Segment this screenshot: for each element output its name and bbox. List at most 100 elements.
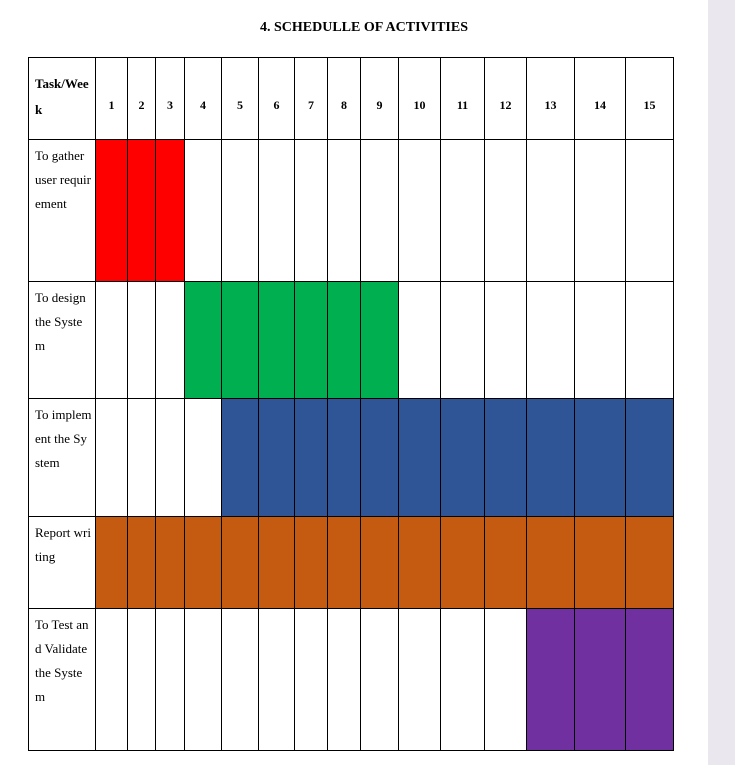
schedule-bar-cell — [259, 399, 295, 517]
schedule-empty-cell — [575, 282, 626, 399]
week-header: 7 — [295, 58, 328, 140]
schedule-bar-cell — [441, 399, 485, 517]
schedule-empty-cell — [222, 140, 259, 282]
schedule-empty-cell — [128, 399, 156, 517]
schedule-empty-cell — [626, 140, 674, 282]
task-label: To design the System — [29, 282, 96, 399]
week-header: 6 — [259, 58, 295, 140]
schedule-bar-cell — [626, 609, 674, 751]
schedule-bar-cell — [156, 140, 185, 282]
schedule-empty-cell — [96, 282, 128, 399]
schedule-bar-cell — [185, 517, 222, 609]
schedule-bar-cell — [328, 282, 361, 399]
schedule-bar-cell — [328, 517, 361, 609]
week-header: 2 — [128, 58, 156, 140]
schedule-bar-cell — [485, 517, 527, 609]
schedule-bar-cell — [295, 517, 328, 609]
schedule-bar-cell — [128, 517, 156, 609]
schedule-bar-cell — [361, 399, 399, 517]
schedule-bar-cell — [295, 399, 328, 517]
schedule-bar-cell — [626, 399, 674, 517]
schedule-bar-cell — [527, 609, 575, 751]
schedule-empty-cell — [128, 282, 156, 399]
schedule-bar-cell — [222, 517, 259, 609]
schedule-bar-cell — [328, 399, 361, 517]
schedule-bar-cell — [96, 517, 128, 609]
schedule-empty-cell — [185, 140, 222, 282]
schedule-bar-cell — [399, 399, 441, 517]
schedule-empty-cell — [441, 282, 485, 399]
schedule-empty-cell — [361, 609, 399, 751]
schedule-bar-cell — [222, 399, 259, 517]
schedule-bar-cell — [575, 399, 626, 517]
schedule-empty-cell — [485, 609, 527, 751]
schedule-empty-cell — [527, 282, 575, 399]
schedule-bar-cell — [295, 282, 328, 399]
week-header: 8 — [328, 58, 361, 140]
week-header: 14 — [575, 58, 626, 140]
schedule-empty-cell — [185, 399, 222, 517]
schedule-empty-cell — [399, 609, 441, 751]
schedule-empty-cell — [441, 140, 485, 282]
week-header: 9 — [361, 58, 399, 140]
week-header: 12 — [485, 58, 527, 140]
schedule-bar-cell — [626, 517, 674, 609]
schedule-empty-cell — [485, 282, 527, 399]
schedule-empty-cell — [128, 609, 156, 751]
task-label: To gather user requirement — [29, 140, 96, 282]
schedule-bar-cell — [222, 282, 259, 399]
schedule-bar-cell — [128, 140, 156, 282]
schedule-empty-cell — [295, 609, 328, 751]
schedule-bar-cell — [527, 517, 575, 609]
week-header: 3 — [156, 58, 185, 140]
week-header: 1 — [96, 58, 128, 140]
schedule-empty-cell — [328, 140, 361, 282]
schedule-empty-cell — [156, 609, 185, 751]
schedule-empty-cell — [575, 140, 626, 282]
schedule-empty-cell — [626, 282, 674, 399]
week-header: 5 — [222, 58, 259, 140]
schedule-bar-cell — [399, 517, 441, 609]
week-header: 15 — [626, 58, 674, 140]
schedule-bar-cell — [361, 517, 399, 609]
schedule-table: Task/Week 1 2 3 4 5 6 7 8 9 10 11 12 13 14 15 To gather … — [28, 57, 674, 751]
task-label: To Test and Validate the System — [29, 609, 96, 751]
schedule-bar-cell — [575, 609, 626, 751]
task-label: To implement the System — [29, 399, 96, 517]
schedule-bar-cell — [259, 517, 295, 609]
schedule-empty-cell — [295, 140, 328, 282]
schedule-empty-cell — [156, 399, 185, 517]
schedule-bar-cell — [156, 517, 185, 609]
schedule-empty-cell — [485, 140, 527, 282]
schedule-bar-cell — [185, 282, 222, 399]
task-label: Report writing — [29, 517, 96, 609]
schedule-empty-cell — [527, 140, 575, 282]
schedule-empty-cell — [96, 399, 128, 517]
schedule-empty-cell — [399, 282, 441, 399]
schedule-empty-cell — [399, 140, 441, 282]
week-header: 4 — [185, 58, 222, 140]
schedule-bar-cell — [575, 517, 626, 609]
schedule-bar-cell — [441, 517, 485, 609]
schedule-empty-cell — [328, 609, 361, 751]
schedule-bar-cell — [527, 399, 575, 517]
schedule-empty-cell — [361, 140, 399, 282]
schedule-empty-cell — [222, 609, 259, 751]
schedule-bar-cell — [96, 140, 128, 282]
schedule-bar-cell — [485, 399, 527, 517]
schedule-empty-cell — [156, 282, 185, 399]
schedule-empty-cell — [441, 609, 485, 751]
document-page: 4. SCHEDULLE OF ACTIVITIES Task/Week 1 2 3 4… — [28, 20, 674, 751]
schedule-empty-cell — [259, 609, 295, 751]
week-header: 11 — [441, 58, 485, 140]
week-header: 10 — [399, 58, 441, 140]
schedule-empty-cell — [185, 609, 222, 751]
week-header: 13 — [527, 58, 575, 140]
task-week-header: Task/Week — [29, 58, 96, 140]
schedule-empty-cell — [259, 140, 295, 282]
schedule-empty-cell — [96, 609, 128, 751]
schedule-bar-cell — [259, 282, 295, 399]
section-title: 4. SCHEDULLE OF ACTIVITIES — [260, 20, 468, 35]
schedule-bar-cell — [361, 282, 399, 399]
window-side-panel — [708, 0, 735, 765]
